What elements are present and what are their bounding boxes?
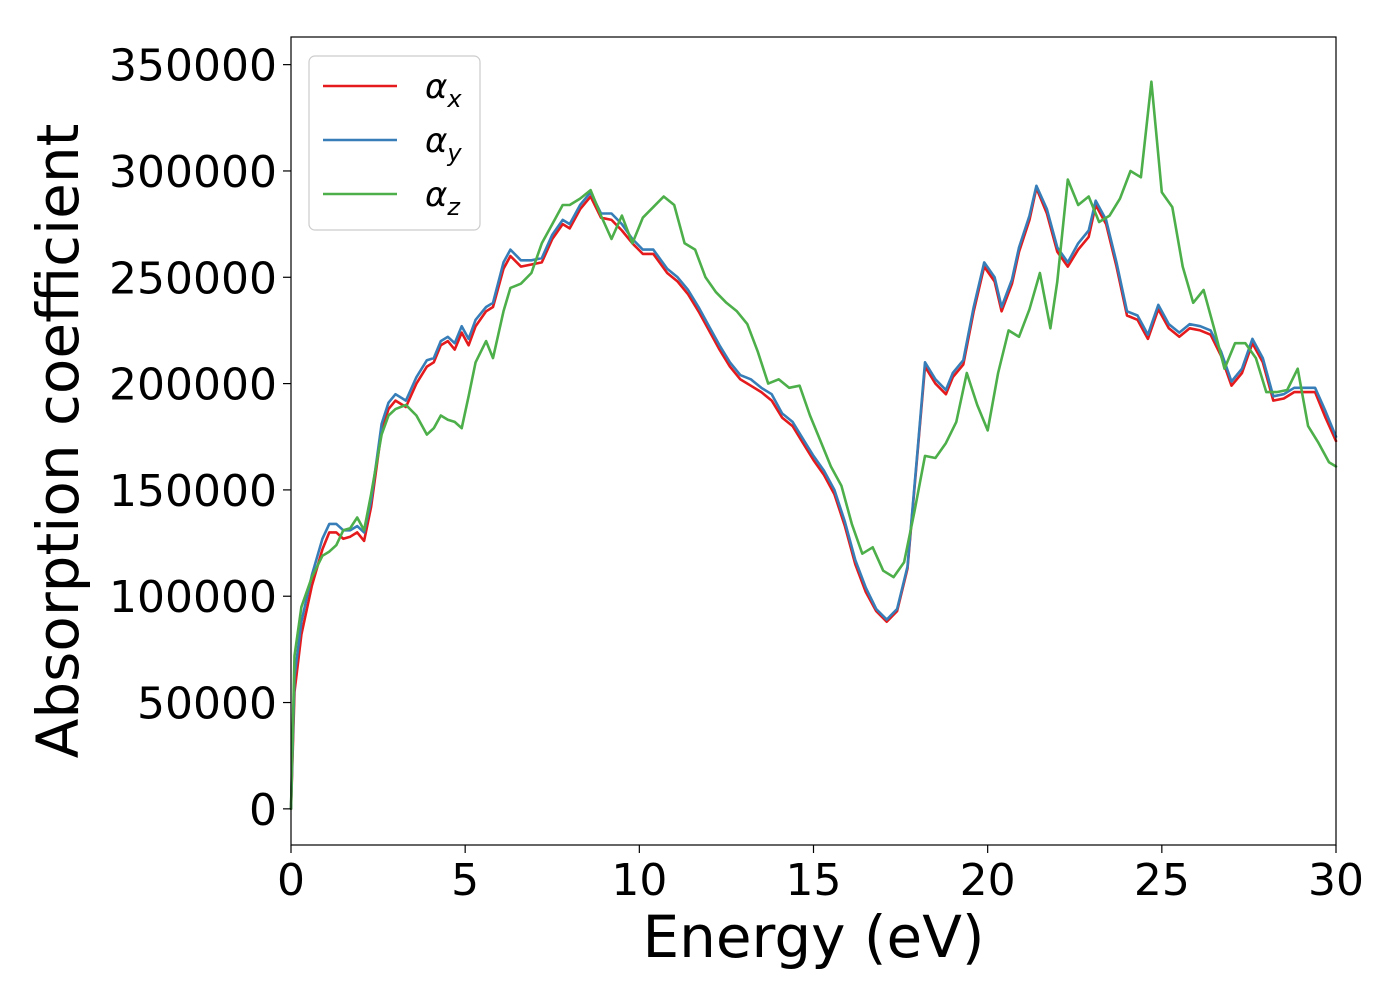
x-tick-label: 25 <box>1134 855 1190 906</box>
y-axis-label: Absorption coefficient <box>24 124 92 759</box>
x-tick-label: 15 <box>786 855 842 906</box>
series-line-x <box>289 186 1338 811</box>
x-tick-label: 10 <box>611 855 667 906</box>
series-layer <box>289 80 1338 811</box>
legend-label-subscript: x <box>446 85 462 113</box>
x-axis-label: Energy (eV) <box>642 903 984 971</box>
legend-label-subscript: z <box>446 193 461 221</box>
y-tick-label: 200000 <box>109 360 277 411</box>
legend-label-base: α <box>425 175 447 215</box>
x-tick-label: 20 <box>960 855 1016 906</box>
x-tick-label: 5 <box>451 855 479 906</box>
y-tick-label: 100000 <box>109 572 277 623</box>
legend-label-x: αx <box>425 67 462 113</box>
y-tick-label: 150000 <box>109 466 277 517</box>
series-line-y <box>289 184 1338 811</box>
x-tick-label: 0 <box>277 855 305 906</box>
legend-label-z: αz <box>425 175 461 221</box>
legend-frame <box>308 55 481 231</box>
tick-layer: 0 5 10 15 20 25 30 0 50000 100000 150000 200000 2500… <box>109 41 1364 906</box>
x-tick-label: 30 <box>1308 855 1364 906</box>
y-tick-label: 250000 <box>109 253 277 304</box>
legend-label-base: α <box>425 121 447 161</box>
series-line-z <box>289 80 1338 811</box>
y-tick-label: 0 <box>249 785 277 836</box>
legend-label-y: αy <box>425 121 462 167</box>
y-tick-label: 50000 <box>137 679 277 730</box>
y-tick-label: 300000 <box>109 147 277 198</box>
legend-label-base: α <box>425 67 447 107</box>
y-tick-label: 350000 <box>109 41 277 92</box>
legend-label-subscript: y <box>446 139 462 167</box>
